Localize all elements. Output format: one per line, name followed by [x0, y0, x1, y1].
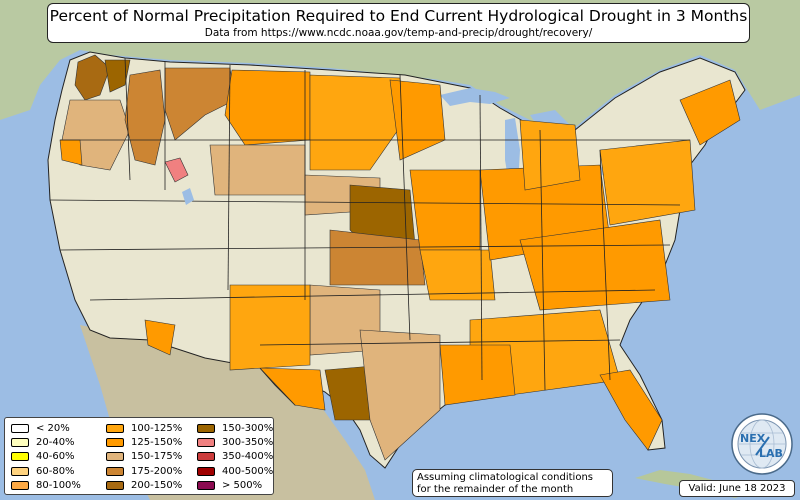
region-idaho-tan: [124, 69, 166, 166]
legend-label: 200-150%: [131, 480, 183, 491]
legend-label: 125-150%: [131, 437, 183, 448]
region-arizona-orange: [144, 319, 176, 356]
legend-item: 40-60%: [11, 451, 91, 464]
region-appalachia-orange: [519, 219, 671, 311]
legend-swatch: [11, 467, 29, 476]
legend-swatch: [197, 481, 215, 490]
logo-text-lab: LAB: [759, 447, 783, 460]
region-iowa-illinois-orange: [409, 169, 481, 251]
valid-date: Valid: June 18 2023: [679, 480, 795, 497]
region-new-england-orange: [679, 79, 741, 146]
region-new-mexico-orange: [229, 284, 311, 371]
legend-item: 125-150%: [106, 437, 186, 450]
region-washington-dark: [104, 59, 131, 93]
nexlab-globe-logo: NEX LAB: [731, 413, 793, 475]
region-missouri-orange: [419, 249, 496, 301]
legend-swatch: [197, 424, 215, 433]
legend-swatch: [106, 452, 124, 461]
legend-label: 300-350%: [222, 437, 274, 448]
legend-label: 150-175%: [131, 451, 183, 462]
baja-peninsula: [105, 340, 150, 425]
legend-swatch: [197, 467, 215, 476]
legend-item: 175-200%: [106, 466, 186, 479]
legend-label: 400-500%: [222, 466, 274, 477]
drought-regions: [59, 54, 741, 461]
legend-swatch: [11, 438, 29, 447]
legend-label: 40-60%: [36, 451, 75, 462]
legend-label: > 500%: [222, 480, 263, 491]
region-louisiana-orange: [439, 344, 516, 406]
state-borders: [49, 57, 690, 391]
legend-item: 150-300%: [197, 423, 277, 436]
legend-swatch: [106, 438, 124, 447]
legend-swatch: [106, 481, 124, 490]
region-montana-east: [224, 69, 311, 146]
legend-item: < 20%: [11, 423, 91, 436]
title-box: Percent of Normal Precipitation Required…: [47, 3, 750, 43]
legend-swatch: [106, 424, 124, 433]
legend-item: 200-150%: [106, 480, 186, 493]
legend-swatch: [11, 481, 29, 490]
legend-item: 100-125%: [106, 423, 186, 436]
legend-item: 350-400%: [197, 451, 277, 464]
legend-swatch: [197, 452, 215, 461]
region-texas-east-tan: [359, 329, 441, 461]
legend-item: > 500%: [197, 480, 277, 493]
region-texas-west-orange: [259, 367, 326, 411]
legend-swatch: [11, 452, 29, 461]
legend-item: 300-350%: [197, 437, 277, 450]
legend: < 20% 20-40% 40-60% 60-80% 80-100% 100-125% 12…: [4, 417, 274, 495]
assumption-note: Assuming climatological conditions for t…: [412, 469, 613, 497]
legend-item: 20-40%: [11, 437, 91, 450]
legend-swatch: [106, 467, 124, 476]
region-idaho-red: [164, 157, 189, 183]
legend-label: 175-200%: [131, 466, 183, 477]
legend-label: 350-400%: [222, 451, 274, 462]
map-title: Percent of Normal Precipitation Required…: [49, 7, 748, 25]
region-florida-orange: [599, 369, 663, 451]
note-line-2: for the remainder of the month: [417, 484, 574, 495]
region-oklahoma-brown: [329, 229, 426, 286]
region-dakotas-orange: [309, 74, 406, 171]
legend-item: 400-500%: [197, 466, 277, 479]
legend-item: 60-80%: [11, 466, 91, 479]
legend-label: 150-300%: [222, 423, 274, 434]
legend-item: 150-175%: [106, 451, 186, 464]
region-michigan-orange: [519, 119, 581, 191]
logo-text-nex: NEX: [740, 432, 766, 445]
great-salt-lake: [182, 188, 194, 205]
region-pacific-nw-brown: [74, 54, 111, 101]
region-wyoming-tan: [209, 144, 306, 196]
region-northeast-orange: [599, 139, 696, 226]
legend-label: 100-125%: [131, 423, 183, 434]
legend-label: 20-40%: [36, 437, 75, 448]
lake-superior: [440, 88, 510, 106]
note-line-1: Assuming climatological conditions: [417, 472, 593, 483]
legend-swatch: [11, 424, 29, 433]
map-subtitle: Data from https://www.ncdc.noaa.gov/temp…: [204, 27, 593, 39]
legend-label: 80-100%: [36, 480, 81, 491]
legend-item: 80-100%: [11, 480, 91, 493]
legend-swatch: [197, 438, 215, 447]
legend-label: 60-80%: [36, 466, 75, 477]
legend-label: < 20%: [36, 423, 70, 434]
